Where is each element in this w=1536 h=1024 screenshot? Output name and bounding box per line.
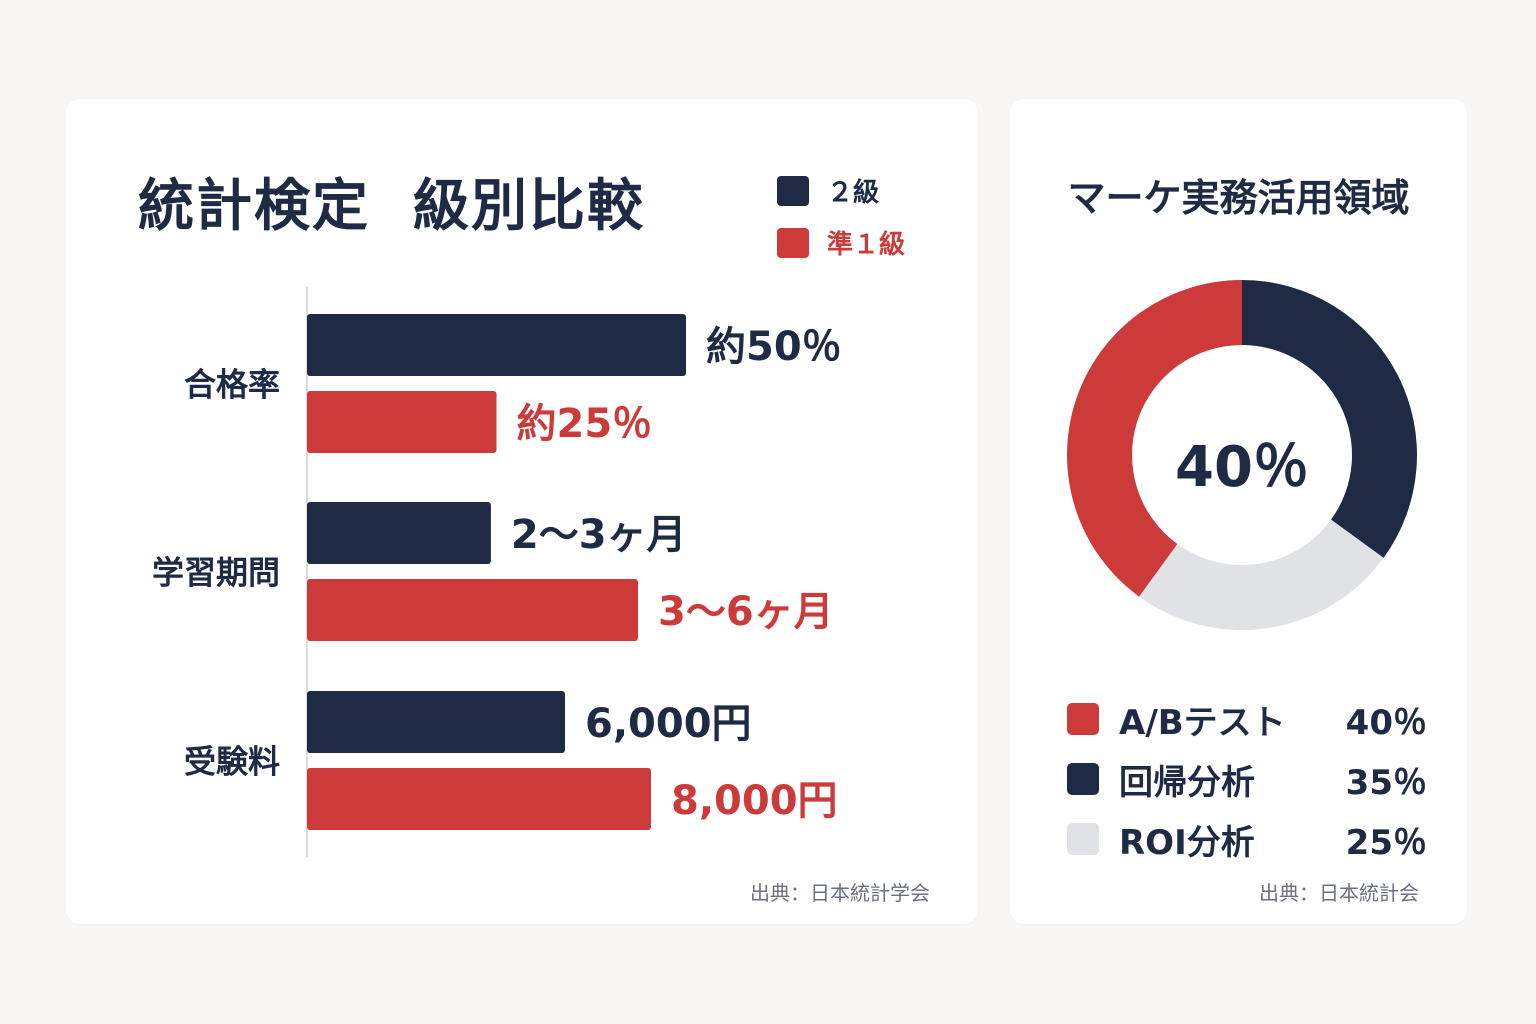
bar-chart-card: 統計検定 級別比較 ２級 準１級 合格率 約50％ 約25％ 学習期問 2〜3ヶ月 3〜6… [66, 99, 978, 924]
legend-label-regression: 回帰分析 [1119, 762, 1255, 803]
bar-data-label: 8,000円 [671, 778, 838, 824]
legend-swatch-ab-test [1067, 703, 1099, 735]
bar-chart-source: 出典：日本統計学会 [750, 881, 930, 905]
legend-value-regression: 35％ [1345, 762, 1427, 803]
bar-pre1 [307, 579, 638, 641]
donut-chart-title: マーケ実務活用領域 [1067, 176, 1410, 220]
legend-item-level2: ２級 [777, 172, 879, 209]
donut-slice-regression [1242, 280, 1417, 558]
bar-level2 [307, 314, 686, 376]
bar-pre1 [307, 768, 651, 830]
bar-chart-title: 統計検定 級別比較 [138, 174, 645, 239]
bar-pre1 [307, 391, 497, 453]
legend-label-ab-test: A/Bテスト [1119, 702, 1286, 743]
bar-level2 [307, 691, 565, 753]
category-label: 受験料 [184, 743, 280, 781]
legend-swatch-roi [1067, 823, 1099, 855]
donut-chart-plot [1067, 280, 1417, 631]
legend-value-ab-test: 40％ [1345, 702, 1427, 743]
donut-center-label: 40％ [1175, 435, 1309, 500]
legend-label-roi: ROI分析 [1119, 822, 1255, 863]
donut-slice-roi [1139, 519, 1384, 631]
legend-swatch-pre1 [777, 227, 809, 258]
bar-data-label: 約50％ [706, 324, 842, 370]
legend-label-pre1: 準１級 [827, 230, 906, 260]
legend-item-pre1: 準１級 [777, 224, 905, 261]
donut-legend: A/Bテスト 40％ 回帰分析 35％ ROI分析 25％ [1067, 689, 1427, 869]
bar-data-label: 6,000円 [585, 701, 752, 747]
category-label: 合格率 [184, 366, 280, 404]
donut-chart-source: 出典：日本統計会 [1259, 881, 1419, 905]
legend-swatch-regression [1067, 763, 1099, 795]
legend-label-level2: ２級 [827, 178, 880, 208]
legend-value-roi: 25％ [1345, 822, 1427, 863]
donut-legend-row: 回帰分析 35％ [1067, 749, 1427, 809]
legend-swatch-level2 [777, 175, 809, 206]
bar-data-label: 約25％ [517, 401, 653, 447]
donut-legend-row: ROI分析 25％ [1067, 809, 1427, 869]
donut-legend-row: A/Bテスト 40％ [1067, 689, 1427, 749]
bar-level2 [307, 502, 491, 564]
bar-data-label: 2〜3ヶ月 [511, 512, 687, 558]
donut-slice-ab-test [1067, 280, 1242, 597]
donut-chart-card: マーケ実務活用領域 40％ A/Bテスト 40％ 回帰分析 35％ ROI分析 … [1010, 99, 1467, 924]
category-label: 学習期問 [152, 554, 280, 592]
bar-data-label: 3〜6ヶ月 [658, 589, 834, 635]
